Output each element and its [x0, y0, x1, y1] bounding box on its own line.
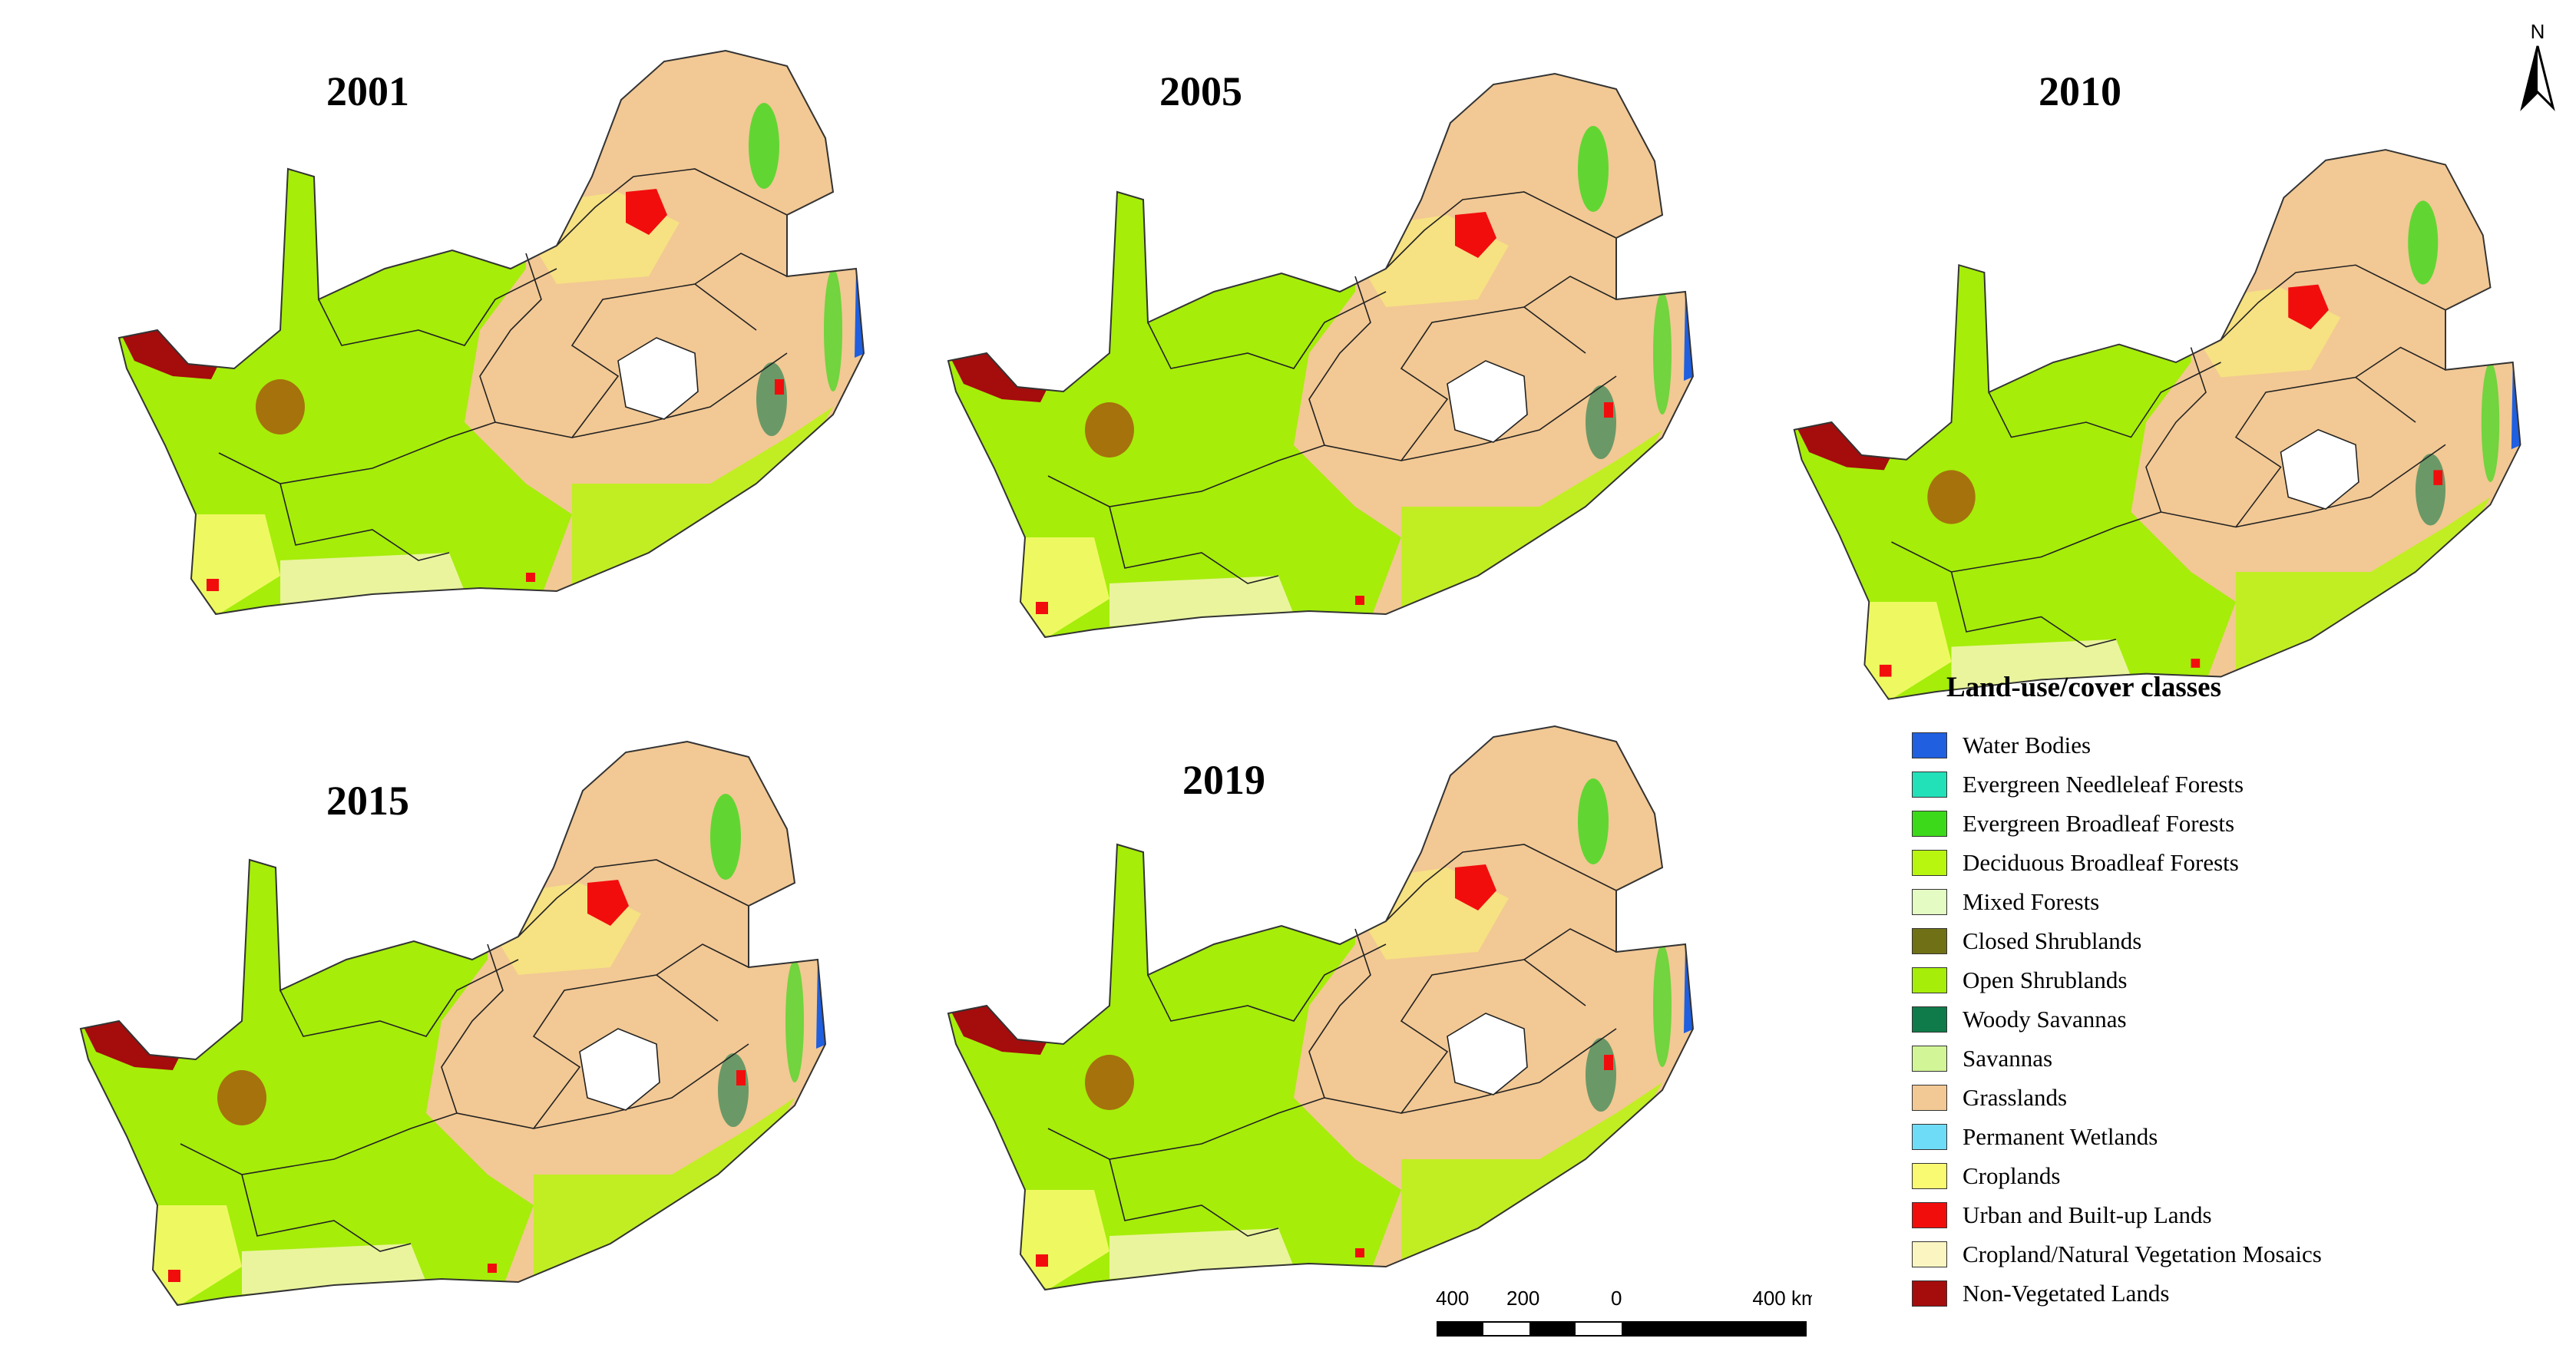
- legend-item: Savannas: [1912, 1039, 2322, 1078]
- legend-swatch: [1912, 1084, 1947, 1111]
- legend: Water Bodies Evergreen Needleleaf Forest…: [1912, 725, 2322, 1313]
- legend-swatch: [1912, 1045, 1947, 1072]
- legend-item: Woody Savannas: [1912, 1000, 2322, 1039]
- legend-item: Deciduous Broadleaf Forests: [1912, 843, 2322, 882]
- legend-label: Cropland/Natural Vegetation Mosaics: [1963, 1240, 2322, 1267]
- legend-item: Mixed Forests: [1912, 882, 2322, 921]
- legend-swatch: [1912, 771, 1947, 798]
- legend-swatch: [1912, 1241, 1947, 1267]
- legend-swatch: [1912, 967, 1947, 993]
- legend-label: Permanent Wetlands: [1963, 1122, 2158, 1150]
- legend-item: Permanent Wetlands: [1912, 1117, 2322, 1156]
- legend-label: Savannas: [1963, 1044, 2053, 1072]
- legend-item: Closed Shrublands: [1912, 921, 2322, 960]
- legend-label: Croplands: [1963, 1161, 2061, 1189]
- legend-item: Croplands: [1912, 1156, 2322, 1195]
- scale-label: 400 km: [1752, 1287, 1812, 1310]
- legend-label: Water Bodies: [1963, 731, 2092, 758]
- map-year-label: 2019: [1182, 757, 1265, 803]
- legend-label: Evergreen Broadleaf Forests: [1963, 809, 2235, 837]
- legend-item: Evergreen Broadleaf Forests: [1912, 804, 2322, 843]
- map-year-label: 2015: [326, 778, 409, 824]
- scale-label: 200: [1506, 1287, 1539, 1310]
- legend-swatch: [1912, 849, 1947, 876]
- legend-swatch: [1912, 927, 1947, 954]
- legend-item: Urban and Built-up Lands: [1912, 1195, 2322, 1234]
- legend-label: Woody Savannas: [1963, 1005, 2127, 1033]
- legend-item: Cropland/Natural Vegetation Mosaics: [1912, 1234, 2322, 1274]
- legend-swatch: [1912, 1280, 1947, 1307]
- map-year-label: 2005: [1159, 68, 1242, 114]
- legend-swatch: [1912, 1201, 1947, 1228]
- north-arrow-icon: N: [2520, 20, 2555, 111]
- legend-label: Grasslands: [1963, 1083, 2068, 1111]
- land-cover-map: [54, 23, 906, 637]
- legend-label: Open Shrublands: [1963, 966, 2128, 993]
- legend-item: Grasslands: [1912, 1078, 2322, 1117]
- legend-label: Deciduous Broadleaf Forests: [1963, 848, 2239, 876]
- legend-title: Land-use/cover classes: [1946, 672, 2222, 703]
- scale-bar: 400 200 0 400 km: [1436, 1287, 1812, 1337]
- legend-swatch: [1912, 732, 1947, 758]
- legend-label: Closed Shrublands: [1963, 927, 2142, 954]
- legend-item: Non-Vegetated Lands: [1912, 1274, 2322, 1313]
- legend-swatch: [1912, 888, 1947, 915]
- legend-item: Water Bodies: [1912, 725, 2322, 765]
- legend-label: Urban and Built-up Lands: [1963, 1201, 2212, 1228]
- map-year-label: 2001: [326, 68, 409, 114]
- legend-swatch: [1912, 1123, 1947, 1150]
- scale-label: 400: [1436, 1287, 1469, 1310]
- land-cover-map: [15, 714, 868, 1328]
- legend-label: Evergreen Needleleaf Forests: [1963, 770, 2244, 798]
- scale-label: 0: [1611, 1287, 1622, 1310]
- legend-item: Evergreen Needleleaf Forests: [1912, 765, 2322, 804]
- map-year-label: 2010: [2039, 68, 2121, 114]
- land-cover-map: [883, 46, 1735, 660]
- legend-swatch: [1912, 1162, 1947, 1189]
- legend-item: Open Shrublands: [1912, 960, 2322, 1000]
- legend-label: Non-Vegetated Lands: [1963, 1279, 2170, 1307]
- legend-swatch: [1912, 810, 1947, 837]
- north-label: N: [2531, 20, 2545, 43]
- legend-swatch: [1912, 1006, 1947, 1033]
- legend-label: Mixed Forests: [1963, 887, 2100, 915]
- land-cover-map: [883, 699, 1735, 1313]
- land-cover-map: [1731, 123, 2561, 722]
